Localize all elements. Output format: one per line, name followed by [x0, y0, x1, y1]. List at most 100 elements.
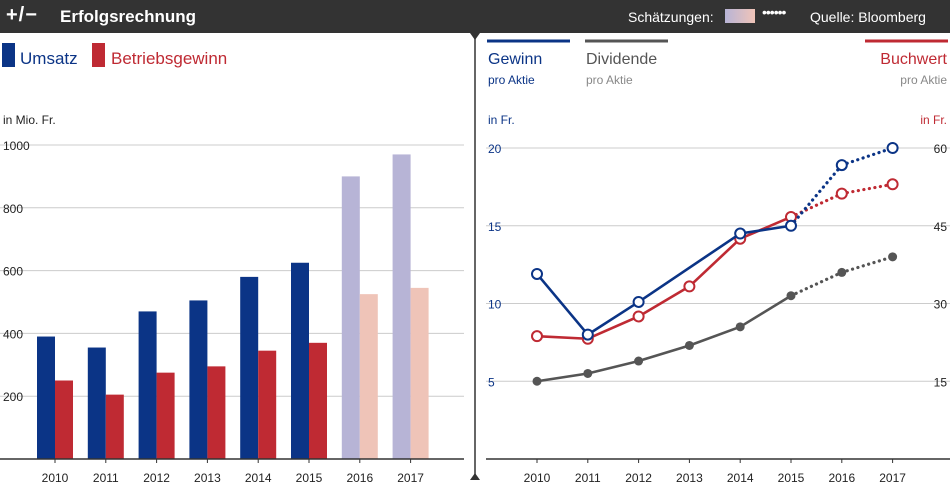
line-right-tick-label: 60 — [934, 142, 948, 156]
legend-label-dividende: Dividende — [586, 51, 657, 68]
point-buchwert-2013 — [683, 280, 696, 293]
point-dividende-2012 — [634, 356, 644, 366]
line-left-tick-label: 5 — [488, 375, 495, 389]
legend-label-betriebsgewinn: Betriebsgewinn — [111, 49, 227, 68]
divider-bottom-arrow-icon — [470, 473, 480, 480]
point-dividende-2011 — [583, 368, 593, 378]
line-x-tick-label: 2015 — [778, 471, 805, 485]
line-segment-dividende — [637, 344, 691, 363]
bar-x-tick-label: 2017 — [397, 471, 424, 485]
line-segment-buchwert — [840, 182, 895, 196]
bar-betriebsgewinn-2015 — [309, 342, 327, 459]
legend-sub-buchwert: pro Aktie — [900, 73, 947, 87]
bar-betriebsgewinn-2012 — [156, 372, 175, 459]
line-segment-dividende — [840, 255, 895, 274]
line-left-tick-label: 15 — [488, 220, 502, 234]
line-left-axis-label: in Fr. — [488, 113, 515, 127]
line-segment-gewinn — [637, 232, 742, 304]
bar-x-tick-label: 2011 — [93, 471, 119, 485]
bar-betriebsgewinn-2011 — [105, 394, 124, 459]
estimate-dots-icon: •••••• — [762, 4, 786, 20]
line-segment-dividende — [789, 270, 844, 298]
bar-betriebsgewinn-2010 — [55, 380, 73, 459]
bar-betriebsgewinn-2014 — [258, 350, 277, 459]
line-chart: Gewinn pro Aktie Dividende pro Aktie Buc… — [486, 39, 950, 485]
line-segment-buchwert — [586, 315, 640, 341]
bar-umsatz-2010 — [37, 336, 55, 459]
line-segment-buchwert — [738, 215, 793, 241]
bar-x-tick-label: 2015 — [296, 471, 323, 485]
line-x-tick-label: 2013 — [676, 471, 703, 485]
bar-umsatz-2014 — [240, 276, 259, 459]
line-right-tick-label: 30 — [934, 298, 948, 312]
line-x-tick-label: 2011 — [575, 471, 601, 485]
line-segment-gewinn — [535, 272, 590, 336]
bar-x-tick-label: 2010 — [42, 471, 69, 485]
line-segment-buchwert — [688, 237, 742, 288]
point-dividende-2010 — [532, 376, 542, 386]
plus-minus-icon: +/− — [6, 4, 38, 26]
bar-y-tick-label: 200 — [3, 390, 23, 404]
line-x-tick-label: 2012 — [625, 471, 652, 485]
line-x-tick-label: 2016 — [828, 471, 855, 485]
line-segment-buchwert — [535, 334, 590, 341]
line-segment-dividende — [535, 372, 590, 383]
legend-swatch-betriebsgewinn — [92, 43, 105, 67]
bar-umsatz-2013 — [189, 300, 208, 459]
source-label: Quelle: Bloomberg — [810, 9, 926, 25]
point-gewinn-2010 — [531, 267, 543, 280]
line-x-tick-label: 2014 — [727, 471, 754, 485]
line-left-tick-label: 10 — [488, 298, 502, 312]
point-gewinn-2017 — [886, 142, 899, 154]
point-dividende-2017 — [888, 252, 898, 262]
bar-chart: Umsatz Betriebsgewinn in Mio. Fr. 200 400… — [0, 43, 464, 485]
line-segment-buchwert — [637, 285, 691, 318]
line-segment-gewinn — [586, 300, 640, 336]
page-title: Erfolgsrechnung — [60, 7, 197, 26]
legend-label-umsatz: Umsatz — [20, 49, 78, 68]
point-dividende-2014 — [735, 322, 745, 332]
point-dividende-2015 — [786, 291, 796, 301]
point-dividende-2013 — [684, 340, 694, 350]
estimate-swatch — [725, 9, 755, 23]
line-segment-dividende — [688, 325, 742, 347]
bar-umsatz-2016 — [341, 176, 360, 459]
bar-y-tick-label: 1000 — [3, 139, 30, 153]
line-right-tick-label: 15 — [934, 375, 948, 389]
bar-y-axis-label: in Mio. Fr. — [3, 113, 56, 127]
point-gewinn-2012 — [632, 295, 645, 308]
line-segment-dividende — [586, 359, 640, 375]
point-gewinn-2016 — [835, 159, 848, 172]
bar-umsatz-2012 — [138, 311, 157, 459]
bar-y-tick-label: 600 — [3, 265, 23, 279]
line-segment-gewinn — [789, 163, 844, 228]
point-buchwert-2012 — [632, 310, 645, 323]
point-buchwert-2016 — [835, 187, 848, 200]
point-buchwert-2010 — [531, 330, 543, 343]
estimates-label: Schätzungen: — [628, 9, 714, 25]
legend-label-buchwert: Buchwert — [880, 51, 947, 68]
line-segment-gewinn — [738, 224, 793, 235]
point-dividende-2016 — [837, 267, 847, 277]
line-right-axis-label: in Fr. — [920, 113, 947, 127]
bar-x-tick-label: 2012 — [143, 471, 170, 485]
bar-y-tick-label: 400 — [3, 327, 23, 341]
line-x-tick-label: 2010 — [524, 471, 551, 485]
point-gewinn-2014 — [734, 227, 747, 240]
legend-label-gewinn: Gewinn — [488, 51, 542, 68]
point-buchwert-2017 — [886, 178, 899, 191]
line-segment-gewinn — [840, 146, 895, 167]
legend-sub-gewinn: pro Aktie — [488, 73, 535, 87]
line-right-tick-label: 45 — [934, 220, 948, 234]
bar-betriebsgewinn-2016 — [359, 294, 378, 459]
line-segment-buchwert — [789, 192, 844, 219]
bar-x-tick-label: 2013 — [194, 471, 221, 485]
line-segment-dividende — [738, 294, 793, 329]
bar-umsatz-2015 — [291, 262, 309, 459]
bar-umsatz-2017 — [392, 154, 411, 460]
line-left-tick-label: 20 — [488, 142, 502, 156]
bar-umsatz-2011 — [87, 347, 106, 459]
bar-y-tick-label: 800 — [3, 202, 23, 216]
header-bar: +/− Erfolgsrechnung Schätzungen: •••••• … — [0, 0, 950, 33]
